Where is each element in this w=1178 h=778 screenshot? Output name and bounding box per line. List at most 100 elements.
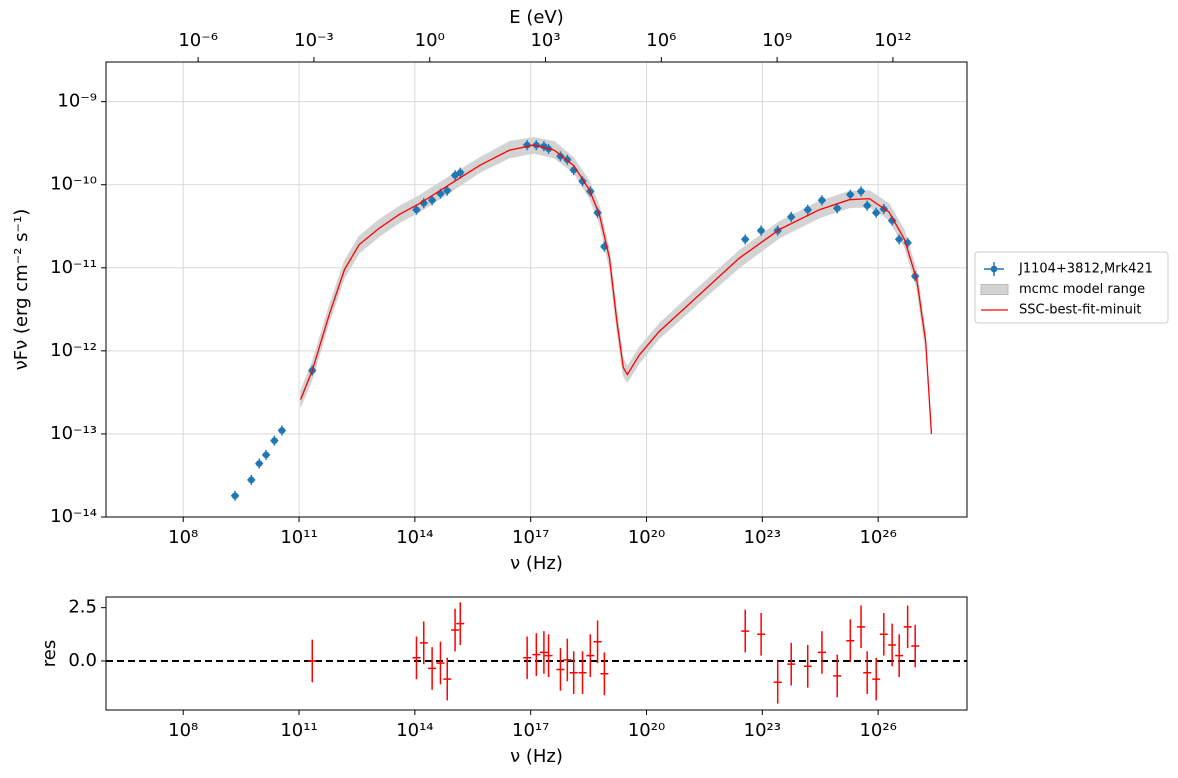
- data-point: [451, 170, 460, 181]
- x-axis-label: ν (Hz): [510, 553, 563, 574]
- x-tick-label: 10¹⁷: [512, 527, 549, 548]
- x-tick-label: 10¹⁷: [512, 720, 549, 741]
- residual-point: [600, 652, 609, 696]
- x-tick-label: 10²⁰: [628, 720, 665, 741]
- legend-marker: [980, 284, 1009, 295]
- residual-point: [903, 605, 912, 649]
- x-tick-label: 10²⁶: [859, 527, 896, 548]
- data-point: [846, 189, 855, 200]
- residual-point: [863, 651, 872, 695]
- legend-label: SSC-best-fit-minuit: [1019, 303, 1142, 318]
- data-point: [443, 185, 452, 196]
- residual-point: [456, 602, 465, 645]
- data-point: [872, 207, 881, 218]
- residual-point: [593, 620, 602, 664]
- residual-point: [895, 634, 904, 677]
- residual-point: [569, 651, 578, 695]
- x-axis-label: ν (Hz): [510, 746, 563, 767]
- data-point: [803, 204, 812, 215]
- x-tick-label: 10²⁶: [859, 720, 896, 741]
- residual-point: [523, 636, 532, 680]
- residual-point: [428, 647, 437, 690]
- residual-point: [879, 612, 888, 656]
- x-tick-label: 10²³: [744, 527, 781, 548]
- y-tick-label: 10⁻¹⁴: [50, 506, 97, 527]
- y-tick-label: 10⁻¹⁰: [50, 174, 97, 195]
- plot-area: 10⁸ 10¹¹ 10¹⁴ 10¹⁷ 10²⁰ 10²³ 10²⁶ 10⁻¹⁴ 10⁻¹³ 10⁻…: [11, 7, 968, 574]
- residual-point: [544, 634, 553, 677]
- data-point: [231, 490, 240, 501]
- data-point: [895, 234, 904, 245]
- axes-frame: [105, 596, 968, 711]
- residual-point: [817, 631, 826, 674]
- x-tick-label: 10¹⁴: [396, 527, 433, 548]
- data-point: [255, 458, 264, 469]
- residual-point: [857, 605, 866, 649]
- residual-point: [586, 634, 595, 677]
- data-point: [787, 211, 796, 222]
- residual-point: [443, 657, 452, 701]
- residual-point: [556, 648, 565, 691]
- x2-tick-label: 10⁶: [646, 30, 676, 51]
- data-point: [277, 425, 286, 436]
- data-point: [563, 154, 572, 165]
- y-tick-label: 10⁻¹¹: [50, 257, 97, 278]
- plot-area: 10⁸ 10¹¹ 10¹⁴ 10¹⁷ 10²⁰ 10²³ 10²⁶ 0.0 2.5 ν (Hz) r…: [39, 596, 968, 767]
- residual-point: [539, 631, 548, 674]
- data-point: [817, 195, 826, 206]
- legend-marker: [984, 262, 1004, 276]
- residual-point: [872, 657, 881, 701]
- x-tick-label: 10⁸: [168, 527, 198, 548]
- residual-point: [741, 609, 750, 653]
- residual-point: [911, 624, 920, 668]
- residual-point: [419, 621, 428, 665]
- residual-point: [846, 619, 855, 663]
- model-band: [300, 136, 927, 408]
- model-line: [300, 144, 933, 434]
- data-point: [757, 225, 766, 236]
- x2-tick-label: 10³: [530, 30, 560, 51]
- x-tick-label: 10¹¹: [280, 720, 317, 741]
- y-tick-label: 10⁻¹²: [50, 340, 97, 361]
- series-layer: [308, 602, 920, 704]
- residual-point: [412, 636, 421, 680]
- y-axis-label: νFν (erg cm⁻² s⁻¹): [11, 209, 32, 371]
- legend-box: [974, 251, 1169, 324]
- x-tick-label: 10⁸: [168, 720, 198, 741]
- residual-point: [803, 644, 812, 688]
- data-point: [247, 474, 256, 485]
- data-point: [456, 167, 465, 178]
- legend-label: mcmc model range: [1019, 282, 1145, 297]
- x-tick-label: 10¹¹: [280, 527, 317, 548]
- x2-axis-label: E (eV): [509, 7, 564, 28]
- y-axis-label: res: [39, 640, 60, 667]
- data-point: [428, 195, 437, 206]
- x2-tick-label: 10⁻⁶: [178, 30, 218, 51]
- x-tick-label: 10¹⁴: [396, 720, 433, 741]
- residual-point: [451, 608, 460, 652]
- x-tick-label: 10²³: [744, 720, 781, 741]
- x2-tick-label: 10⁻³: [294, 30, 334, 51]
- residual-point: [308, 639, 317, 683]
- x2-tick-label: 10⁹: [762, 30, 792, 51]
- residual-point: [757, 612, 766, 656]
- data-point: [270, 435, 279, 446]
- data-point: [741, 234, 750, 245]
- axes-frame: [105, 61, 968, 518]
- residual-point: [532, 633, 541, 676]
- y-tick-label: 10⁻¹³: [50, 423, 97, 444]
- residual-point: [773, 660, 782, 704]
- residual-point: [563, 638, 572, 682]
- data-point: [578, 176, 587, 187]
- data-point: [262, 449, 271, 460]
- data-point: [857, 186, 866, 197]
- legend-label: J1104+3812,Mrk421: [1018, 262, 1153, 277]
- y-tick-label: 0.0: [68, 650, 97, 671]
- x-tick-label: 10²⁰: [628, 527, 665, 548]
- residual-point: [787, 642, 796, 686]
- residual-point: [888, 623, 897, 667]
- residual-point: [436, 641, 445, 685]
- y-tick-label: 2.5: [68, 597, 97, 618]
- data-point: [412, 204, 421, 215]
